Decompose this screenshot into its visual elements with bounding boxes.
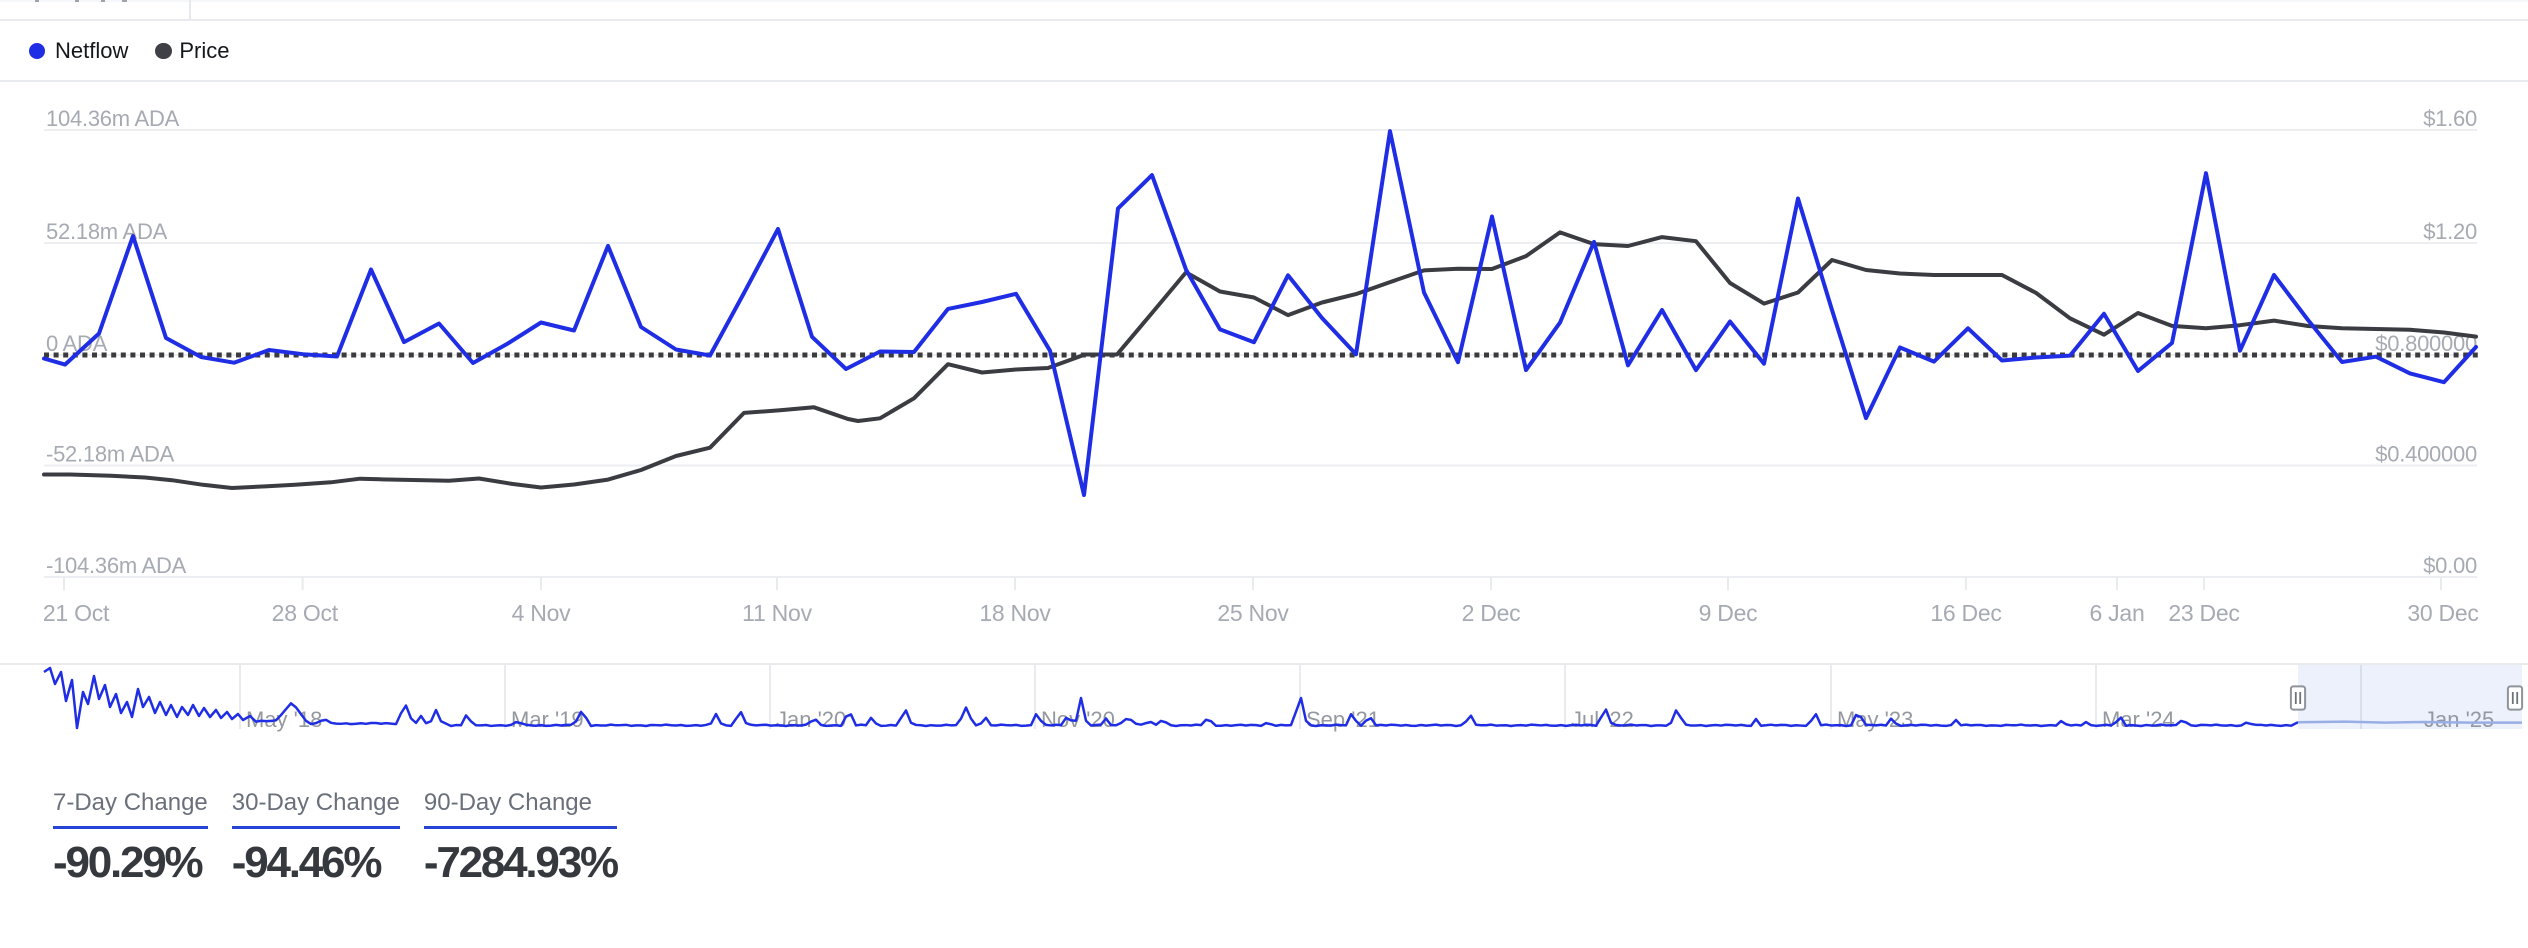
svg-text:$1.60: $1.60: [2423, 106, 2477, 131]
svg-text:16 Dec: 16 Dec: [1930, 600, 2001, 626]
svg-text:4 Nov: 4 Nov: [512, 600, 572, 626]
svg-text:2 Dec: 2 Dec: [1462, 600, 1521, 626]
svg-text:11 Nov: 11 Nov: [742, 600, 812, 626]
svg-text:Jan '25: Jan '25: [2424, 707, 2494, 732]
svg-text:Jul '22: Jul '22: [1571, 707, 1634, 732]
svg-text:30 Dec: 30 Dec: [2407, 600, 2478, 626]
svg-text:104.36m ADA: 104.36m ADA: [46, 106, 180, 131]
svg-text:23 Dec: 23 Dec: [2168, 600, 2239, 626]
svg-text:Jan '20: Jan '20: [776, 707, 846, 732]
svg-text:6 Jan: 6 Jan: [2089, 600, 2144, 626]
svg-text:28 Oct: 28 Oct: [272, 600, 339, 626]
svg-text:52.18m ADA: 52.18m ADA: [46, 219, 168, 244]
svg-text:18 Nov: 18 Nov: [979, 600, 1051, 626]
svg-text:21 Oct: 21 Oct: [43, 600, 110, 626]
svg-text:9 Dec: 9 Dec: [1699, 600, 1758, 626]
svg-text:-104.36m ADA: -104.36m ADA: [46, 553, 187, 578]
svg-text:25 Nov: 25 Nov: [1217, 600, 1289, 626]
svg-text:Mar '19: Mar '19: [511, 707, 584, 732]
svg-text:$1.20: $1.20: [2423, 219, 2477, 244]
svg-text:$0.400000: $0.400000: [2375, 442, 2477, 467]
svg-text:-52.18m ADA: -52.18m ADA: [46, 442, 175, 467]
svg-text:Mar '24: Mar '24: [2102, 707, 2175, 732]
svg-text:May '23: May '23: [1837, 707, 1913, 732]
svg-text:$0.00: $0.00: [2423, 553, 2477, 578]
